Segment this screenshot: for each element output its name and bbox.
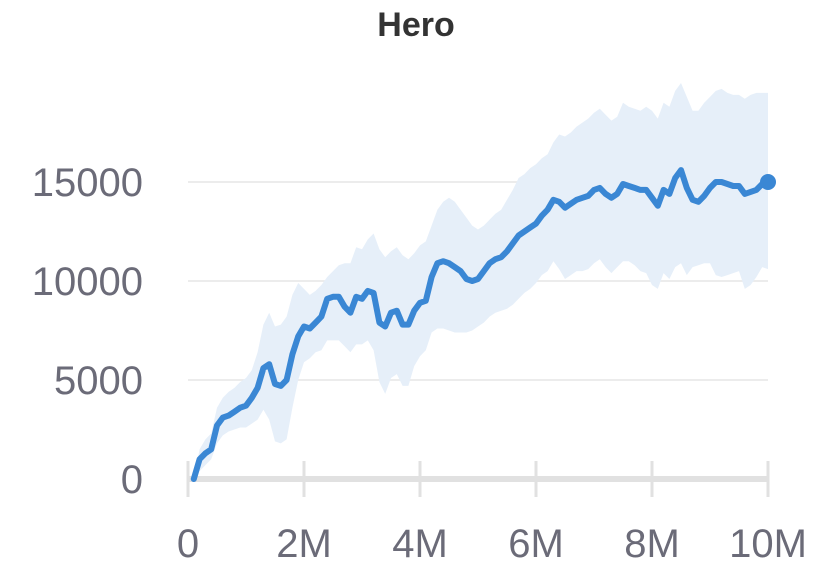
x-tick-label-5: 10M [729,522,807,566]
y-tick-label-1: 5000 [54,359,143,403]
y-tick-label-3: 15000 [32,161,143,205]
x-tick-label-2: 4M [392,522,448,566]
x-axis [186,461,770,497]
series-layer [190,167,776,482]
chart-title: Hero [377,6,454,44]
series-end-point [760,174,776,190]
series-line [190,167,771,482]
x-tick-label-1: 2M [276,522,332,566]
x-axis-labels: 0 2M 4M 6M 8M 10M [177,522,807,566]
y-tick-label-0: 0 [121,458,143,502]
x-tick-label-4: 8M [624,522,680,566]
x-tick-label-3: 6M [508,522,564,566]
y-axis: 0 5000 10000 15000 [32,161,143,502]
x-tick-label-0: 0 [177,522,199,566]
y-tick-label-2: 10000 [32,260,143,304]
